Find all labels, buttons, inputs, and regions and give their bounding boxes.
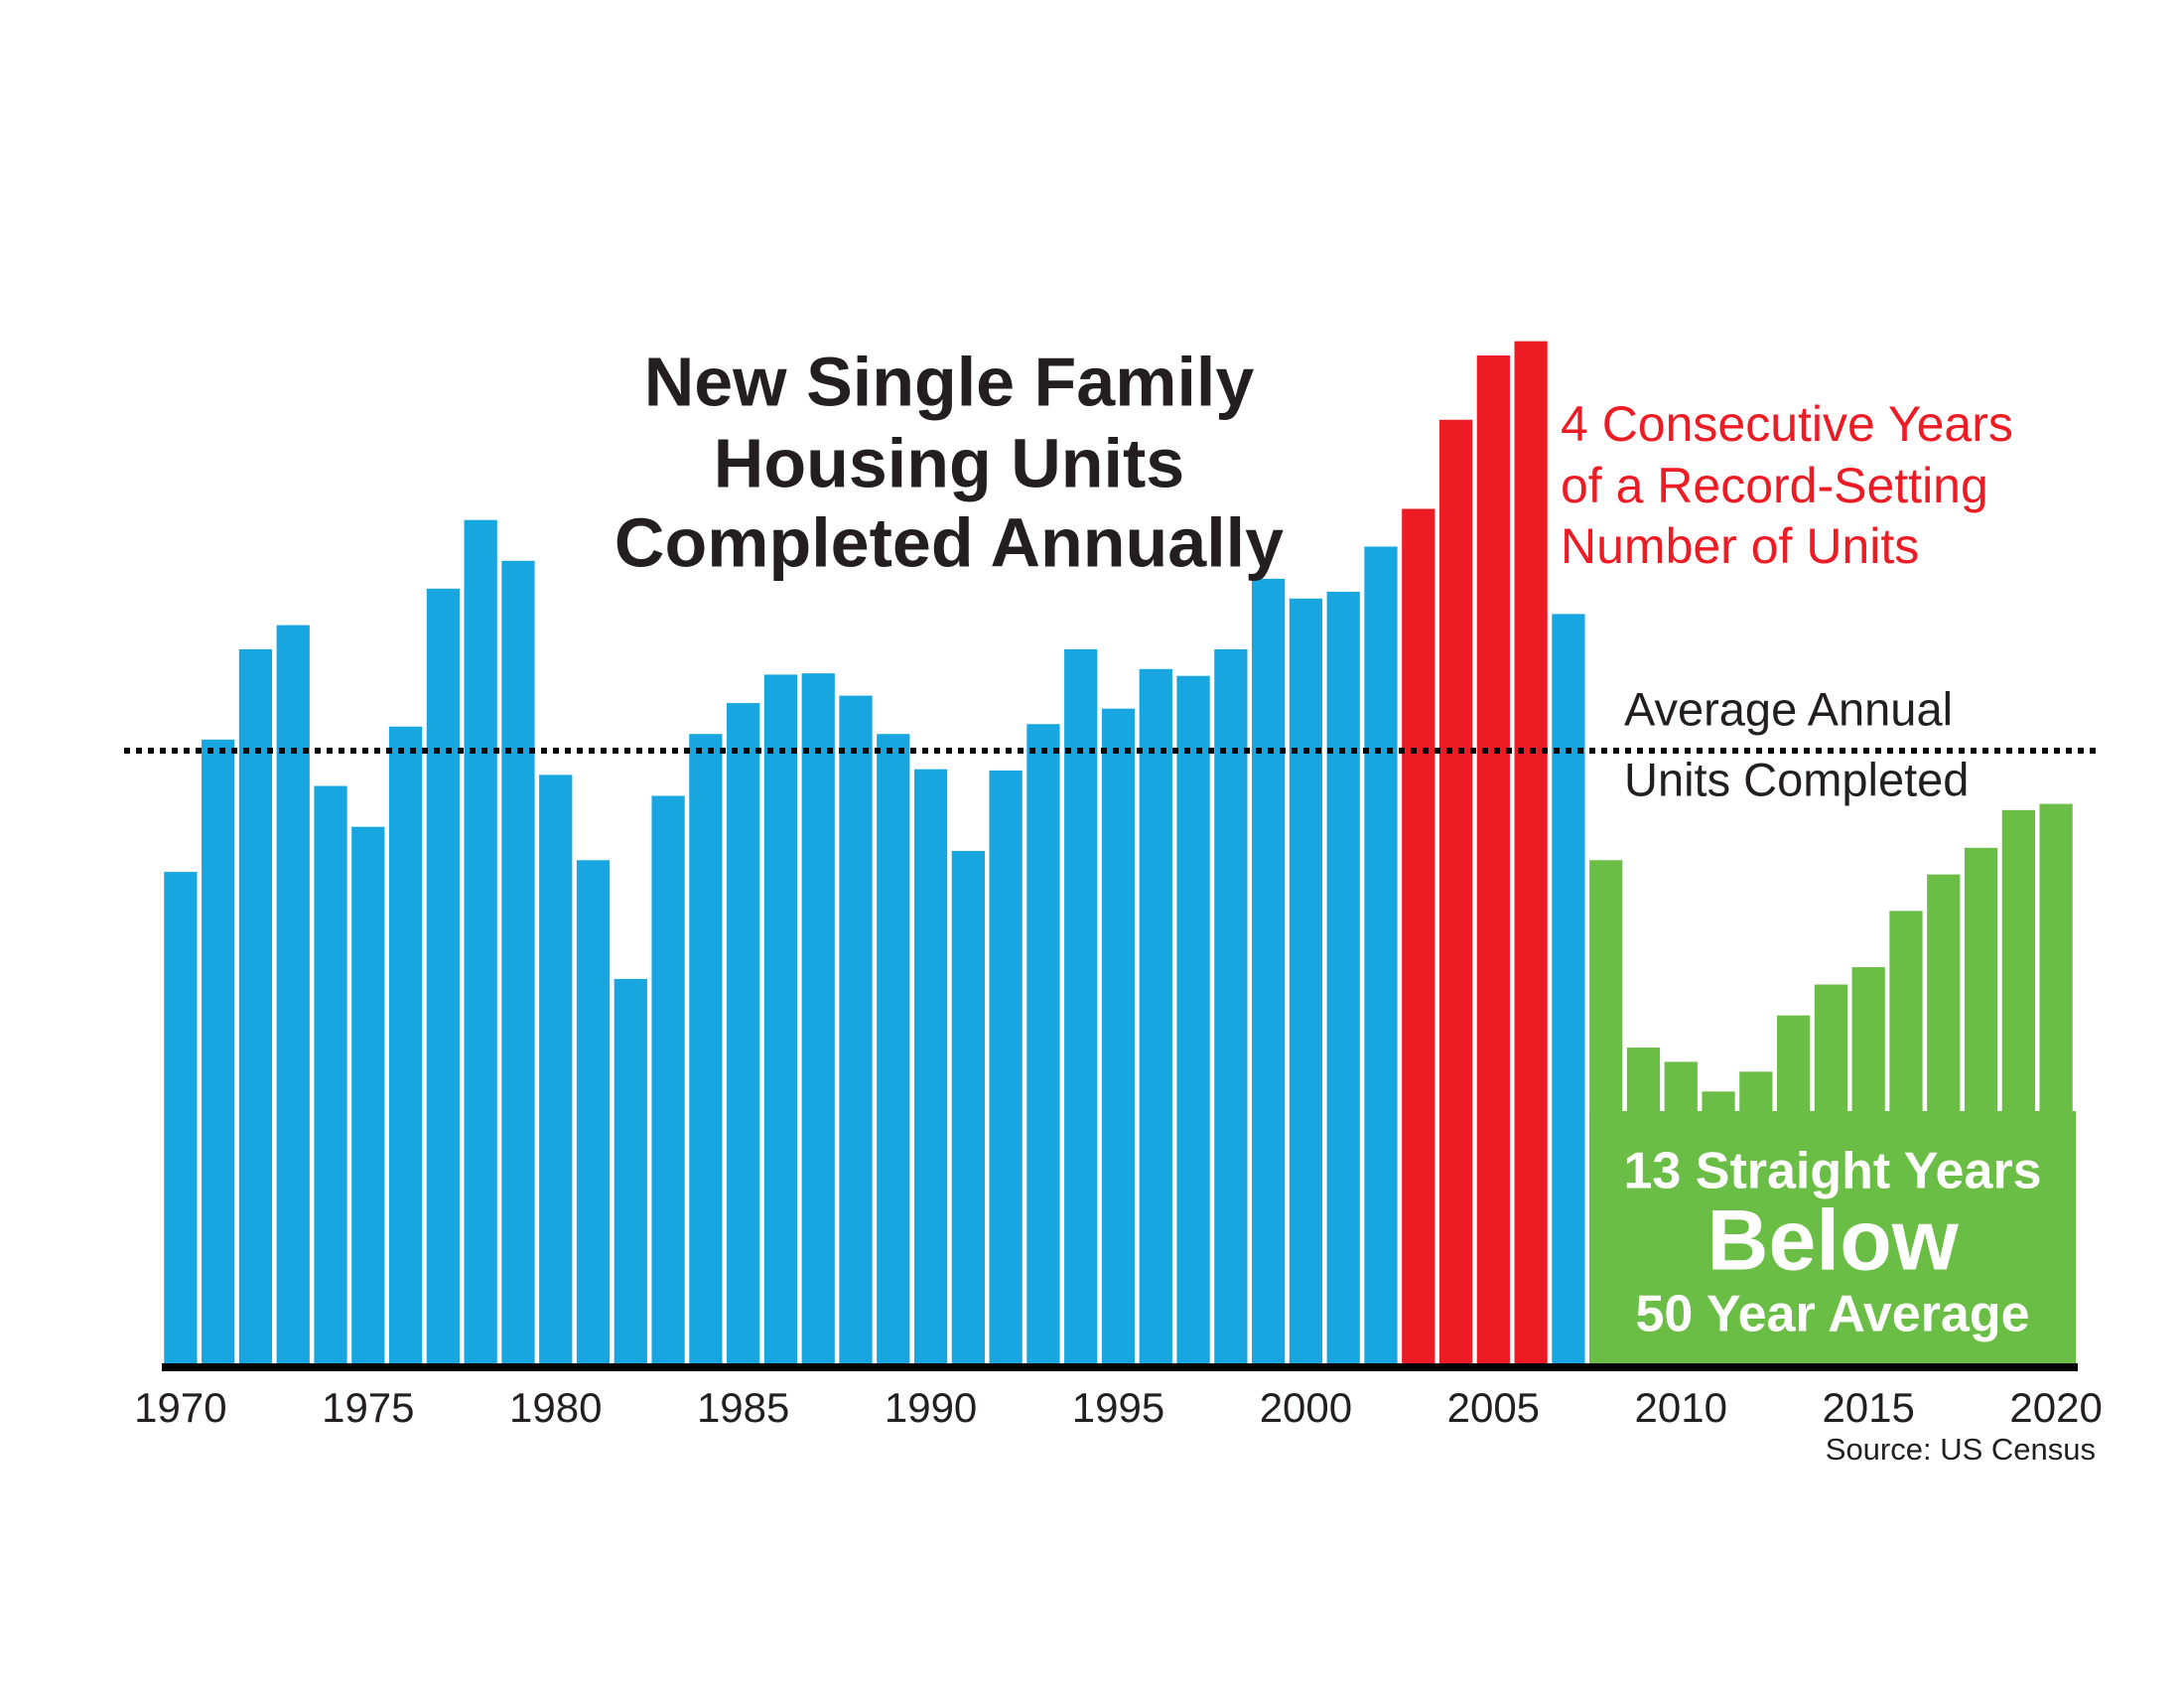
chart-title: New Single Family xyxy=(644,343,1255,420)
bar xyxy=(1326,591,1360,1364)
x-tick-label: 1990 xyxy=(885,1384,977,1431)
bar xyxy=(1851,967,1885,1364)
x-tick-label: 1995 xyxy=(1072,1384,1164,1431)
bar xyxy=(501,560,535,1364)
bar xyxy=(1214,648,1248,1364)
bar xyxy=(1552,614,1585,1364)
bar xyxy=(1364,546,1398,1364)
annotation: 50 Year Average xyxy=(1635,1286,2029,1343)
x-tick-label: 1975 xyxy=(322,1384,414,1431)
bar xyxy=(238,648,273,1364)
annotation: 4 Consecutive Years xyxy=(1561,396,2013,452)
bar xyxy=(1814,984,1848,1364)
annotation: Below xyxy=(1706,1194,1959,1289)
average-label: Average Annual xyxy=(1624,682,1953,735)
bar xyxy=(1776,1015,1811,1364)
bar xyxy=(464,519,497,1364)
bar xyxy=(351,826,385,1364)
bar xyxy=(1702,1091,1735,1364)
source: Source: US Census xyxy=(1826,1432,2096,1467)
bar xyxy=(164,872,198,1364)
bar xyxy=(1927,874,1961,1364)
bar xyxy=(839,695,873,1364)
bar xyxy=(801,673,835,1364)
bar xyxy=(1289,598,1323,1364)
bar xyxy=(1626,1048,1661,1364)
bar xyxy=(1402,508,1435,1364)
x-tick-label: 2020 xyxy=(2009,1384,2102,1431)
bar xyxy=(2039,803,2073,1364)
bar xyxy=(539,774,573,1364)
bar xyxy=(1101,708,1136,1364)
bar xyxy=(763,674,798,1364)
annotation: of a Record-Setting xyxy=(1561,458,1988,513)
x-tick-label: 2015 xyxy=(1822,1384,1914,1431)
annotation: Number of Units xyxy=(1561,518,1919,574)
bar xyxy=(314,785,347,1364)
bar xyxy=(1664,1061,1698,1364)
x-tick-label: 1970 xyxy=(134,1384,226,1431)
bar xyxy=(2001,809,2035,1364)
bar xyxy=(1889,911,1923,1364)
x-tick-label: 1980 xyxy=(509,1384,602,1431)
bar xyxy=(689,734,723,1364)
x-tick-label: 2010 xyxy=(1635,1384,1727,1431)
bar xyxy=(913,769,948,1364)
bar xyxy=(727,703,760,1364)
bar xyxy=(1476,354,1510,1365)
average-label: Units Completed xyxy=(1624,753,1969,805)
annotation: 13 Straight Years xyxy=(1623,1143,2041,1200)
bar xyxy=(388,726,423,1364)
bar xyxy=(276,625,310,1364)
bar xyxy=(1964,847,1998,1364)
bar xyxy=(1176,675,1210,1364)
bar xyxy=(651,795,685,1364)
bar xyxy=(1026,724,1060,1364)
bar xyxy=(1252,578,1286,1364)
bar xyxy=(951,850,985,1364)
bar xyxy=(1739,1071,1773,1364)
bar xyxy=(1514,341,1548,1365)
bar xyxy=(426,588,461,1364)
bar xyxy=(614,978,647,1364)
x-tick-label: 2000 xyxy=(1260,1384,1352,1431)
chart-title: Housing Units xyxy=(714,424,1184,501)
bar xyxy=(989,770,1023,1364)
bar xyxy=(1064,648,1098,1364)
x-tick-label: 1985 xyxy=(697,1384,789,1431)
bar xyxy=(202,739,235,1364)
bar xyxy=(1139,668,1172,1364)
bar xyxy=(1438,419,1473,1365)
bar xyxy=(576,860,611,1364)
chart-title: Completed Annually xyxy=(614,503,1284,581)
x-tick-label: 2005 xyxy=(1447,1384,1540,1431)
bar xyxy=(1589,860,1623,1364)
bar xyxy=(877,734,910,1364)
